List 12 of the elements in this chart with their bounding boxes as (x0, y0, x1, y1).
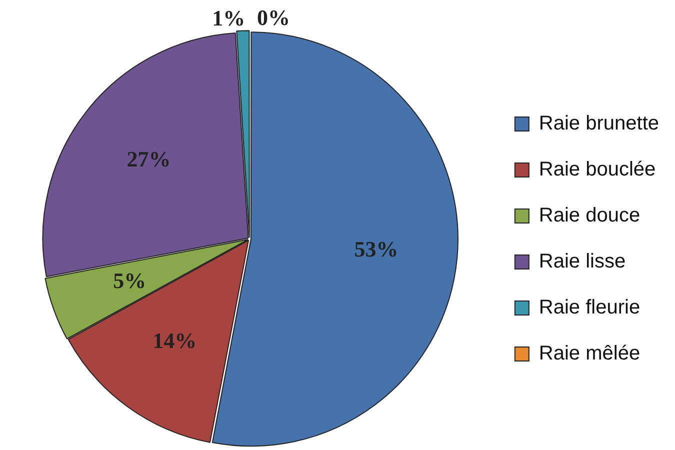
legend-label: Raie lisse (538, 250, 626, 273)
data-label: 53% (354, 236, 398, 262)
data-label: 1% (212, 5, 246, 30)
legend-label: Raie mêlée (538, 342, 640, 365)
data-label: 27% (126, 146, 171, 172)
legend-label: Raie fleurie (538, 296, 640, 319)
data-label: 14% (152, 328, 197, 353)
text: 0% (256, 5, 290, 30)
legend-label: Raie douce (538, 204, 640, 227)
data-label: 5% (113, 268, 146, 293)
legend-label: Raie bouclée (538, 158, 656, 181)
legend-label: Raie brunette (538, 112, 659, 135)
